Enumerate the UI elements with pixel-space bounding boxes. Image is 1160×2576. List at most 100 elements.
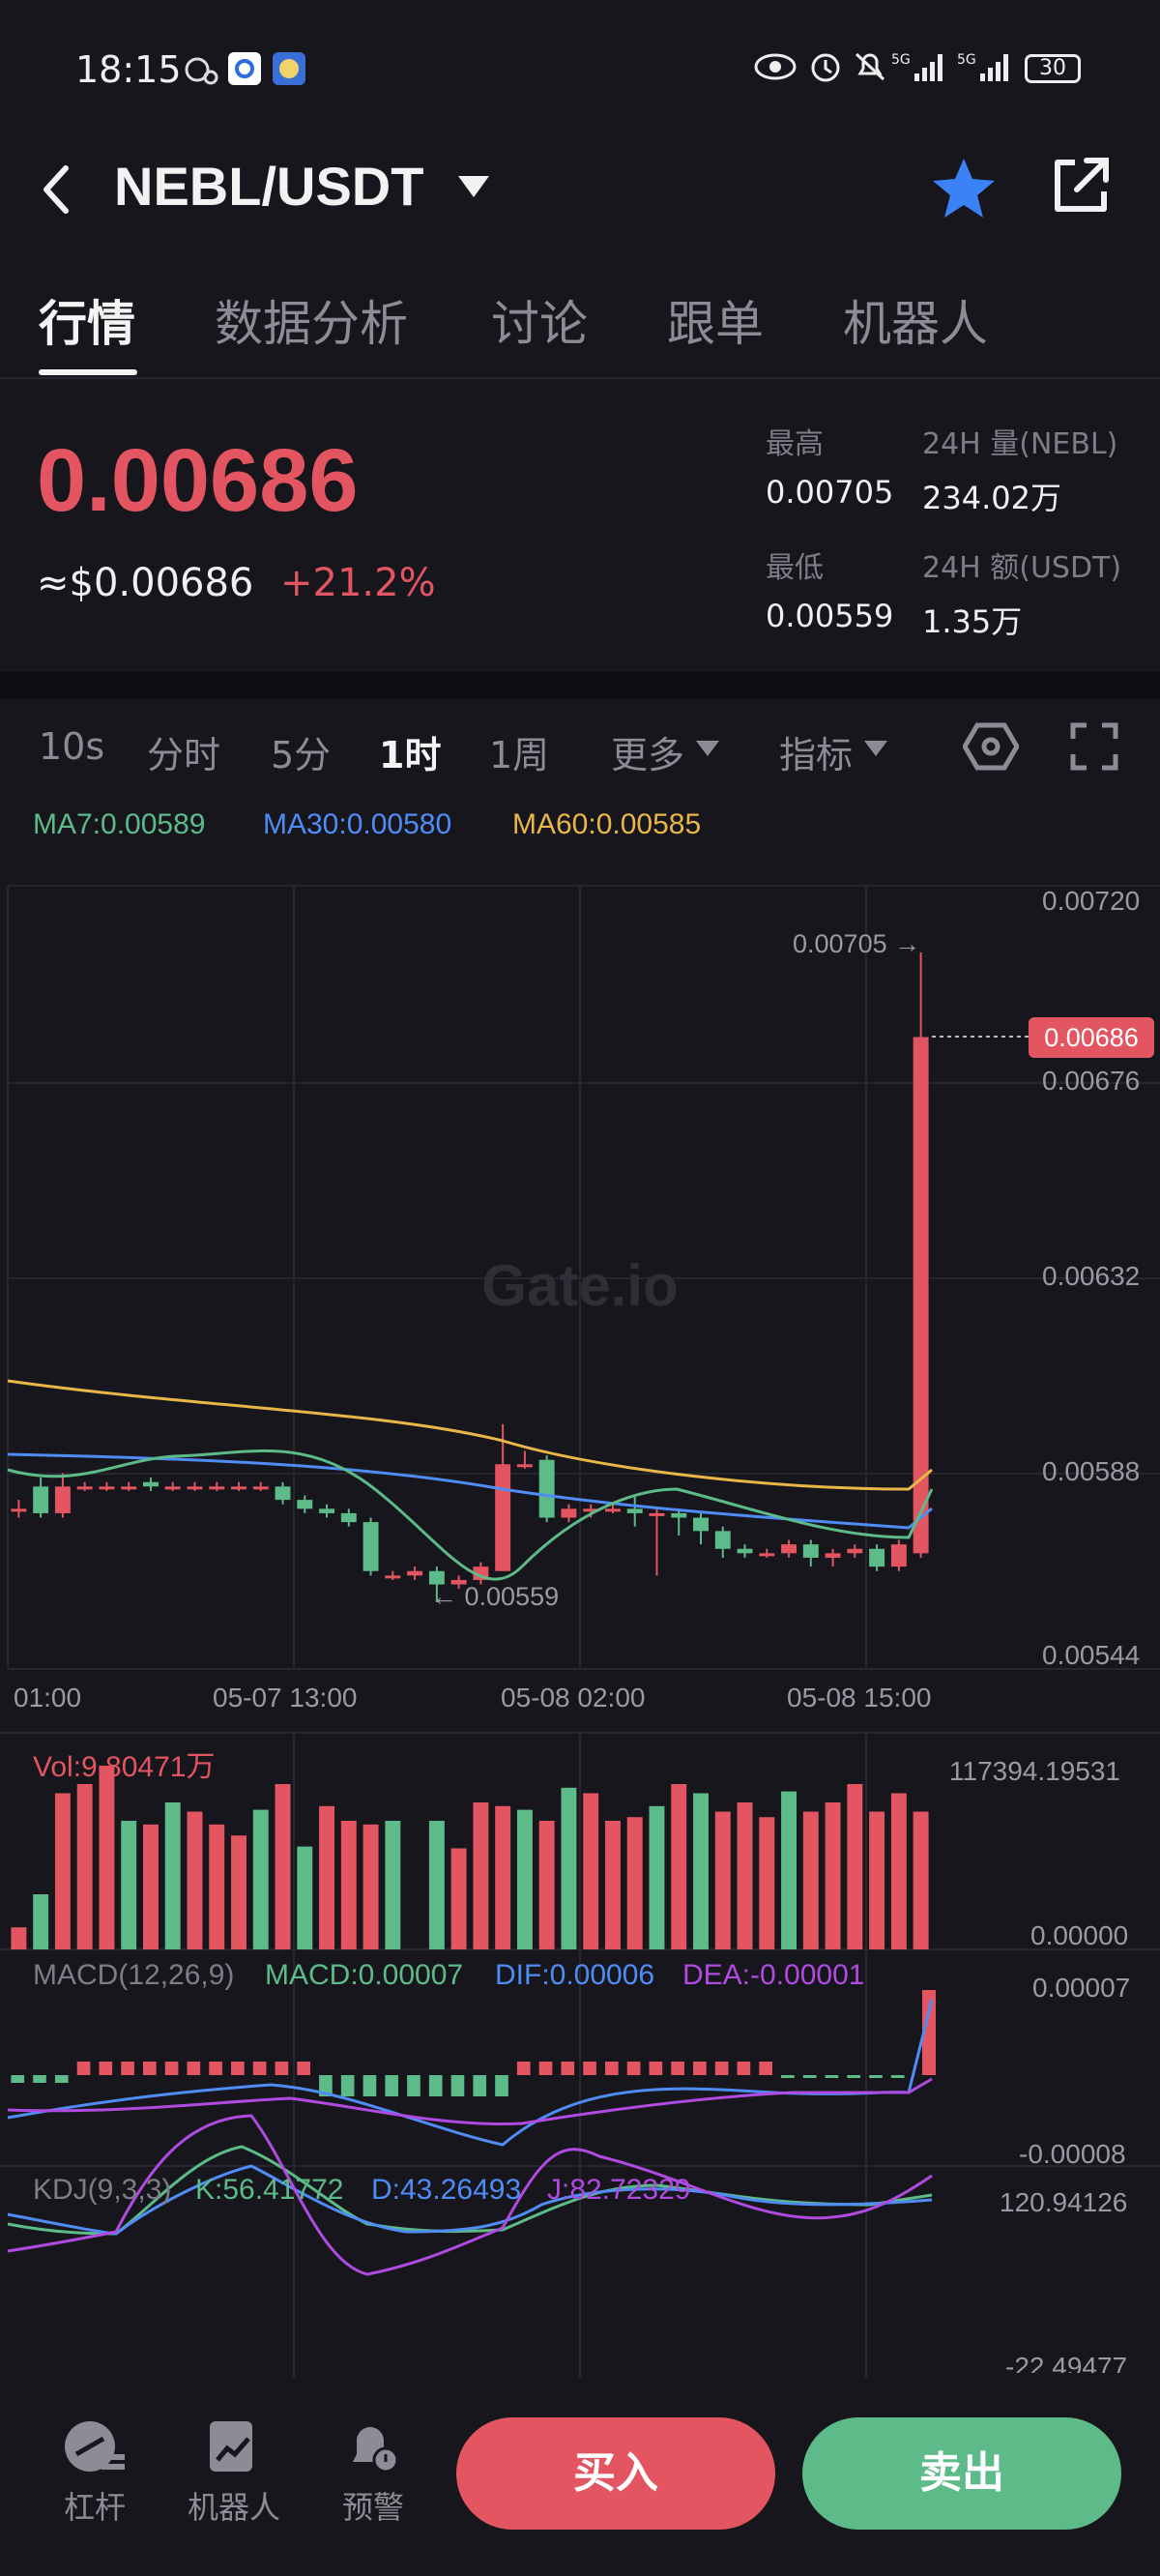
volume-bar — [869, 1811, 885, 1949]
volume-bar — [913, 1811, 929, 1949]
macd-histogram-bar — [76, 2062, 91, 2075]
volume-bar — [583, 1793, 599, 1949]
alert-nav[interactable]: 预警 — [315, 2417, 431, 2528]
tab-robot[interactable]: 机器人 — [843, 296, 988, 352]
kdj-d: D:43.26493 — [371, 2174, 522, 2206]
candle-body — [275, 1486, 291, 1501]
kdj-params: KDJ(9,3,3) — [33, 2174, 172, 2206]
macd-histogram-bar — [121, 2062, 134, 2075]
macd-histogram-bar — [362, 2075, 377, 2096]
chart-grid — [0, 885, 1160, 2379]
ma60-line — [7, 1379, 933, 1491]
volume-bar — [54, 1793, 71, 1949]
candle-body — [33, 1486, 49, 1513]
volume-bar — [340, 1821, 357, 1949]
volume-bar — [759, 1817, 775, 1949]
kdj-chart — [7, 2114, 933, 2276]
volume-bar — [231, 1835, 246, 1949]
volume-bar — [385, 1821, 401, 1949]
candle-body — [231, 1486, 246, 1490]
watermark: Gate.io — [481, 1253, 678, 1318]
ma60-value: MA60:0.00585 — [512, 808, 702, 840]
interval-timeshare[interactable]: 分时 — [147, 734, 221, 776]
candle-body — [297, 1500, 313, 1509]
back-icon[interactable] — [37, 162, 75, 217]
volume-bar — [847, 1784, 863, 1949]
interval-indicator[interactable]: 指标 — [779, 734, 854, 776]
macd-histogram-bar — [781, 2075, 795, 2078]
robot-nav[interactable]: 机器人 — [176, 2417, 292, 2528]
macd-histogram-bar — [714, 2062, 729, 2075]
interval-5m[interactable]: 5分 — [271, 734, 332, 776]
low-value: 0.00559 — [766, 598, 894, 634]
y-tick: 0.00544 — [1042, 1640, 1141, 1670]
candles — [11, 952, 929, 1602]
interval-1w[interactable]: 1周 — [489, 734, 550, 776]
macd-histogram-bar — [649, 2062, 663, 2075]
leverage-label: 杠杆 — [63, 2489, 126, 2526]
volume-bar — [275, 1784, 291, 1949]
candle-body — [11, 1508, 27, 1512]
fullscreen-icon[interactable] — [1069, 721, 1119, 772]
high-value: 0.00705 — [766, 474, 894, 511]
macd-histogram-bar — [164, 2062, 179, 2075]
interval-10s[interactable]: 10s — [39, 725, 105, 768]
ma7-line — [7, 1449, 934, 1581]
macd-histogram-bar — [54, 2075, 69, 2083]
tab-copy-trade[interactable]: 跟单 — [667, 296, 764, 352]
settings-hexagon-icon[interactable] — [963, 721, 1019, 772]
pair-dropdown-icon[interactable] — [456, 174, 491, 199]
last-price-tag — [1029, 1017, 1154, 1058]
candle-body — [604, 1508, 621, 1512]
interval-more[interactable]: 更多 — [611, 734, 685, 776]
macd-histogram-bar — [583, 2062, 596, 2075]
volume-max: 117394.19531 — [949, 1756, 1120, 1786]
indicator-dropdown-icon[interactable] — [862, 739, 889, 758]
tab-data-analysis[interactable]: 数据分析 — [215, 296, 408, 352]
volume-bar — [450, 1848, 467, 1949]
app-notification-icon — [228, 52, 261, 85]
volume-bar — [252, 1809, 269, 1949]
candle-body — [802, 1544, 819, 1558]
volume-bar — [781, 1791, 798, 1949]
candle-body — [54, 1486, 71, 1513]
tab-discussion[interactable]: 讨论 — [491, 296, 588, 352]
share-icon[interactable] — [1048, 155, 1112, 219]
favorite-star-icon[interactable] — [930, 155, 998, 220]
candle-body — [76, 1486, 93, 1490]
macd-histogram-bar — [385, 2075, 399, 2096]
kdj-max: 120.94126 — [1000, 2187, 1128, 2217]
y-tick: 0.00720 — [1042, 886, 1141, 916]
volume-bar — [297, 1846, 313, 1949]
macd-histogram-bar — [252, 2062, 267, 2075]
candle-body — [538, 1459, 555, 1518]
macd-histogram-bar — [99, 2062, 113, 2075]
buy-button[interactable]: 买入 — [456, 2417, 775, 2530]
leverage-nav[interactable]: 杠杆 — [37, 2417, 153, 2528]
high-marker: 0.00705 → — [793, 929, 920, 958]
pair-title[interactable]: NEBL/USDT — [114, 156, 424, 217]
volume-bar — [209, 1824, 225, 1949]
ma30-value: MA30:0.00580 — [263, 808, 452, 840]
volume-bar — [890, 1793, 907, 1949]
ma7-value: MA7:0.00589 — [33, 808, 206, 840]
low-marker: ← 0.00559 — [431, 1582, 559, 1611]
x-tick: 01:00 — [14, 1683, 82, 1712]
kline-chart[interactable]: Gate.io 0.00705 → ← 0.00559 0.00686 — [0, 870, 1160, 2379]
alarm-icon — [811, 53, 840, 82]
chat-icon — [185, 57, 218, 85]
more-dropdown-icon[interactable] — [694, 739, 721, 758]
macd-histogram-bar — [275, 2062, 289, 2075]
volume-bar — [187, 1811, 203, 1949]
y-tick: 0.00632 — [1042, 1261, 1141, 1291]
candle-body — [913, 1037, 929, 1554]
interval-1h[interactable]: 1时 — [379, 734, 442, 776]
low-label: 最低 — [766, 551, 824, 585]
volume-label: Vol:9.80471万 — [33, 1751, 216, 1783]
sell-button[interactable]: 卖出 — [802, 2417, 1121, 2530]
macd-histogram-bar — [922, 1990, 936, 2075]
dea-value: DEA:-0.00001 — [682, 1959, 865, 1991]
candle-body — [649, 1512, 665, 1516]
tab-market[interactable]: 行情 — [39, 296, 135, 352]
status-time: 18:15 — [75, 48, 182, 91]
